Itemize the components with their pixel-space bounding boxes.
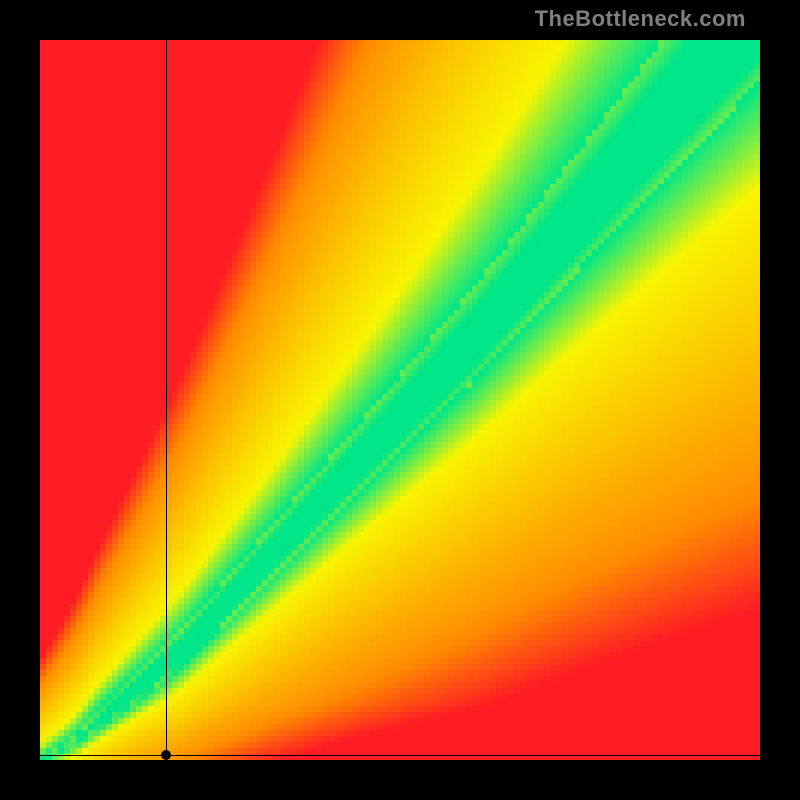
bottleneck-heatmap bbox=[40, 40, 760, 760]
crosshair-horizontal bbox=[40, 755, 760, 756]
crosshair-vertical bbox=[166, 40, 167, 760]
crosshair-marker bbox=[161, 750, 171, 760]
chart-container: TheBottleneck.com bbox=[0, 0, 800, 800]
attribution-text: TheBottleneck.com bbox=[535, 6, 746, 32]
